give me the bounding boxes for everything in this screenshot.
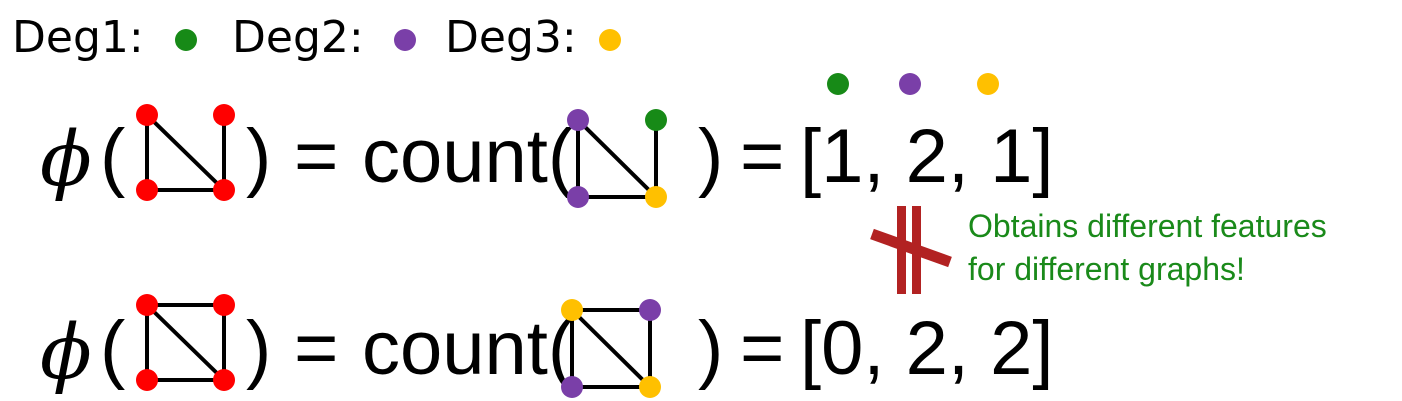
note-line-1: Obtains different features [968, 208, 1327, 244]
input-graph-1 [136, 104, 235, 201]
result-header-dots [827, 73, 999, 95]
input-graph-2 [136, 294, 235, 391]
graph-edge [145, 303, 226, 382]
colored-graph-1 [567, 109, 667, 208]
count-label: count( [362, 306, 573, 391]
lhs-close-paren: ) [246, 306, 271, 391]
note-callout: Obtains different features for different… [968, 208, 1327, 287]
graph-edge [576, 118, 658, 199]
equation-row-1: ϕ ( ) = count( ) = [1, 2, 1] [40, 104, 1054, 208]
graph-node-deg2 [639, 299, 661, 321]
not-equal-icon [870, 206, 952, 294]
legend-deg2-label: Deg2: [232, 12, 364, 63]
colored-graph-2 [561, 299, 661, 398]
graph-node-deg2 [561, 376, 583, 398]
count-close-paren: ) [698, 114, 723, 199]
equals-sign-2: = [740, 306, 784, 391]
result-vector-1: [1, 2, 1] [800, 114, 1054, 199]
lhs-open-paren: ( [100, 114, 125, 199]
phi-symbol: ϕ [40, 307, 92, 396]
result-vector-2: [0, 2, 2] [800, 306, 1054, 391]
lhs-open-paren: ( [100, 306, 125, 391]
equation-row-2: ϕ ( ) = count( ) = [0, [40, 294, 1054, 398]
result-header-deg3-dot [977, 73, 999, 95]
result-header-deg1-dot [827, 73, 849, 95]
legend-deg2-dot [394, 29, 416, 51]
graph-edge [570, 308, 652, 389]
equals-sign-1: = [294, 306, 338, 391]
graph-node-deg3 [639, 376, 661, 398]
graph-node-deg2 [567, 109, 589, 131]
legend-deg1-dot [175, 29, 197, 51]
graph-node-deg2 [567, 186, 589, 208]
legend-deg3-dot [599, 29, 621, 51]
graph-node [213, 104, 235, 126]
lhs-close-paren: ) [246, 114, 271, 199]
equals-sign-1: = [294, 114, 338, 199]
graph-node [136, 104, 158, 126]
graph-node-deg1 [645, 109, 667, 131]
graph-node-deg3 [645, 186, 667, 208]
graph-node [136, 294, 158, 316]
graph-edge [145, 113, 226, 192]
graph-node [136, 179, 158, 201]
legend-deg1-label: Deg1: [12, 12, 144, 63]
legend-deg3-label: Deg3: [445, 12, 577, 63]
not-equal-slash [870, 228, 952, 268]
note-line-2: for different graphs! [968, 251, 1245, 287]
phi-symbol: ϕ [40, 114, 92, 203]
graph-node [213, 179, 235, 201]
equals-sign-2: = [740, 114, 784, 199]
degree-legend: Deg1: Deg2: Deg3: [12, 12, 621, 63]
graph-node [213, 294, 235, 316]
count-close-paren: ) [698, 306, 723, 391]
graph-node [213, 369, 235, 391]
graph-node [136, 369, 158, 391]
graph-node-deg3 [561, 299, 583, 321]
result-header-deg2-dot [899, 73, 921, 95]
count-label: count( [362, 114, 573, 199]
